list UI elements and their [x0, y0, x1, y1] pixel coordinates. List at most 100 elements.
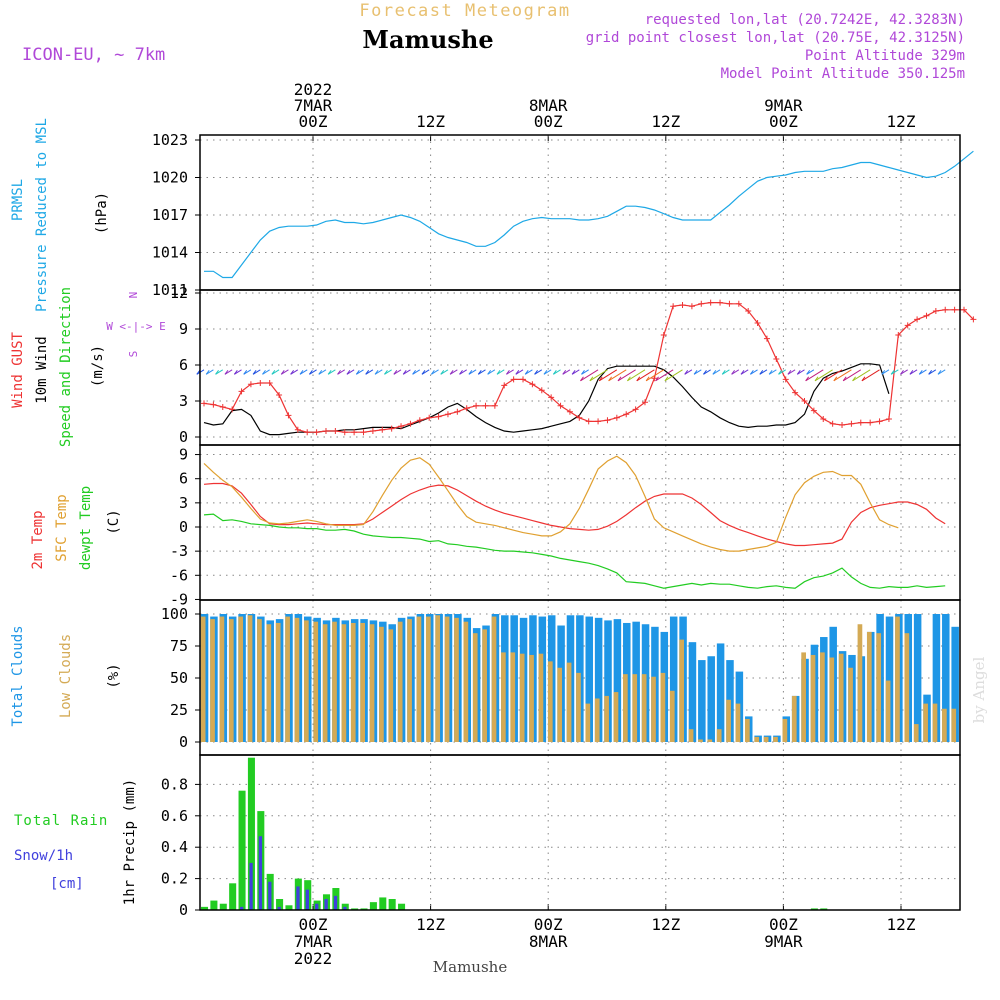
low-cloud-bar	[416, 616, 422, 742]
low-cloud-bar	[472, 633, 478, 742]
wind-barb-head	[440, 369, 445, 375]
panel-clouds: 100 75 50 25 0	[161, 600, 960, 755]
wind-barb	[468, 369, 477, 375]
gust-marker	[463, 405, 470, 412]
gust-marker	[923, 312, 930, 319]
snow-bar	[315, 903, 319, 910]
wind-barb-head	[355, 369, 360, 375]
wind-barb-head	[412, 369, 417, 375]
wind-barb	[487, 369, 496, 375]
gust-marker	[604, 417, 611, 424]
wind-barb-head	[655, 376, 659, 382]
gust-marker	[754, 320, 761, 326]
low-cloud-bar	[388, 629, 394, 742]
gust-marker	[520, 376, 527, 383]
gust-marker	[276, 392, 283, 398]
snow-bar	[249, 862, 253, 910]
rain-bar	[238, 790, 246, 910]
wind-barb	[205, 369, 214, 375]
wind-barb-head	[626, 376, 631, 382]
wind-barb	[861, 369, 880, 382]
low-cloud-bar	[510, 652, 516, 742]
wind-barb	[478, 369, 486, 375]
forecast-meteogram-title: Forecast Meteogram	[359, 1, 570, 21]
wind-barb-head	[824, 376, 828, 382]
low-cloud-bar	[857, 624, 863, 742]
gust-marker	[341, 429, 348, 436]
gust-marker	[688, 303, 695, 310]
wind-barb-head	[918, 369, 923, 375]
temp-ticks: 9 6 3 0 -3 -6 -9	[170, 446, 200, 608]
wind-barb	[215, 369, 224, 375]
wind-barb-head	[731, 369, 736, 375]
y-tick-label: 12	[170, 284, 188, 302]
y-tick-label: -9	[170, 590, 188, 608]
wind-barb-head	[477, 369, 482, 375]
bottom-time-label: 2022	[294, 949, 333, 968]
wind-barb-head	[308, 369, 313, 375]
gust-marker	[548, 394, 555, 401]
wind-barb	[842, 369, 862, 382]
low-cloud-bar	[698, 739, 703, 742]
low-cloud-bar	[435, 615, 441, 742]
total-cloud-bar	[604, 620, 612, 742]
gust-marker	[885, 416, 892, 422]
wind-barb-head	[205, 369, 210, 375]
bottom-time-label: 12Z	[416, 915, 445, 934]
bottom-time-label: 00Z	[769, 915, 798, 934]
bottom-time-label: 00Z	[534, 915, 563, 934]
precip-bars	[201, 757, 828, 910]
wind-barb-head	[787, 369, 792, 375]
gust-marker	[848, 420, 855, 427]
y-tick-label: 1011	[152, 281, 188, 299]
low-cloud-bar	[219, 616, 225, 742]
panel-frame-pressure	[199, 134, 961, 291]
wind-barb-head	[806, 369, 811, 375]
y-tick-label: 0.6	[161, 807, 188, 825]
low-cloud-bar	[763, 736, 769, 742]
gust-marker	[501, 382, 508, 389]
panel-frame-wind	[199, 289, 961, 446]
temp-2m-line	[203, 482, 946, 547]
wind-barb-head	[636, 376, 641, 382]
gust-marker	[782, 376, 789, 383]
gust-marker	[951, 306, 958, 313]
low-cloud-bar	[782, 718, 788, 742]
low-cloud-bar	[332, 621, 337, 742]
total-cloud-bar	[942, 614, 950, 742]
rain-bar	[247, 757, 255, 910]
gust-marker	[585, 418, 592, 425]
wind-barb-head	[608, 376, 613, 382]
pressure-msl-label: Pressure Reduced to MSL	[34, 118, 50, 312]
ms-unit: (m/s)	[90, 345, 106, 387]
y-tick-label: 1020	[152, 169, 188, 187]
wind-barb	[712, 369, 721, 375]
wind-barb-head	[693, 369, 698, 375]
clouds-ticks: 100 75 50 25 0	[161, 605, 200, 751]
low-cloud-bar	[754, 736, 760, 742]
wind-barb-head	[805, 376, 810, 382]
low-cloud-bar	[397, 621, 403, 742]
dewpt-temp-label: dewpt Temp	[78, 486, 94, 570]
wind-barb-head	[571, 369, 576, 375]
y-tick-label: -3	[170, 542, 188, 560]
low-cloud-bar	[313, 621, 319, 742]
rain-bar	[360, 908, 368, 910]
gust-marker	[810, 407, 817, 414]
low-cloud-bar	[773, 736, 778, 742]
pressure-ticks: 1023 1020 1017 1014 1011	[152, 131, 200, 299]
gust-marker	[735, 300, 742, 307]
low-cloud-bar	[210, 619, 215, 742]
top-time-label: 7MAR	[294, 96, 333, 115]
low-cloud-bar	[247, 615, 253, 742]
low-cloud-bar	[538, 653, 544, 742]
rain-bar	[210, 900, 218, 910]
snow-bar	[277, 906, 281, 910]
sfc-temp-label: SFC Temp	[54, 494, 70, 561]
total-rain-label: Total Rain	[14, 813, 108, 829]
low-cloud-bar	[294, 617, 300, 742]
wind-barb-head	[233, 369, 238, 375]
gust-marker	[454, 408, 461, 415]
wind-barb-head	[581, 369, 585, 375]
gust-marker	[895, 332, 902, 338]
